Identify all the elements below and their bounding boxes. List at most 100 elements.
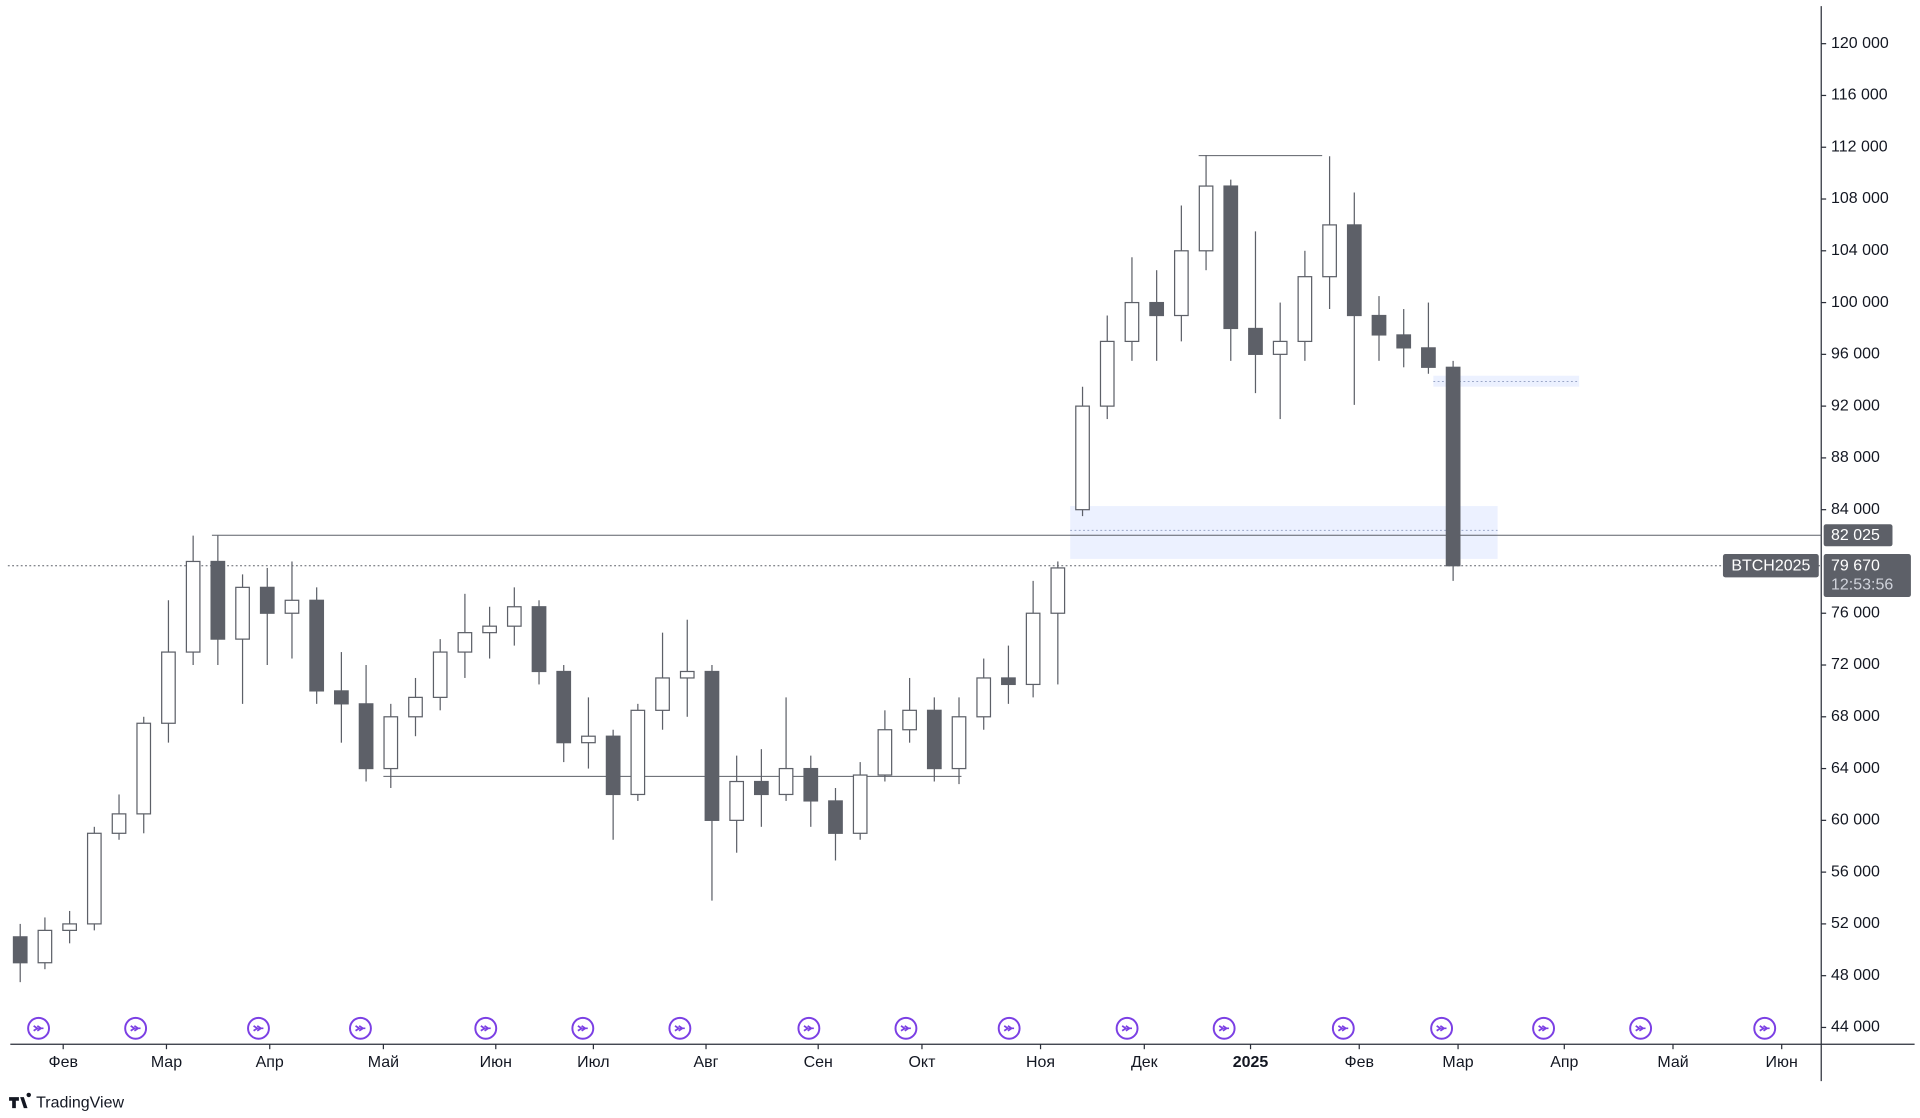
x-tick-label: Фев — [1344, 1054, 1374, 1071]
candle-body — [1025, 612, 1041, 686]
symbol-box — [1722, 554, 1819, 578]
x-tick-label: Мар — [1442, 1054, 1473, 1071]
event-icon[interactable] — [894, 1016, 918, 1040]
event-icon[interactable] — [1629, 1016, 1653, 1040]
event-icon[interactable] — [797, 1016, 821, 1040]
candle-body — [284, 599, 300, 614]
x-tick-label: Апр — [1550, 1054, 1578, 1071]
x-tick-label: Июн — [480, 1054, 512, 1071]
candle-body — [1173, 250, 1189, 317]
y-tick-label: 100 000 — [1831, 294, 1889, 311]
candle-body — [803, 767, 819, 802]
x-tick-label: Сен — [804, 1054, 833, 1071]
x-tick-label: Авг — [694, 1054, 719, 1071]
candle-body — [334, 690, 349, 705]
candle-body — [235, 586, 250, 640]
y-tick-label: 92 000 — [1831, 397, 1880, 414]
candle-body — [976, 677, 992, 718]
candle-body — [136, 722, 152, 815]
event-icon-arrow — [1759, 1025, 1770, 1032]
zone — [1070, 506, 1498, 559]
candle-body — [408, 696, 423, 718]
candle-body — [828, 800, 843, 834]
y-tick-label: 120 000 — [1831, 35, 1889, 52]
candle-body — [655, 677, 670, 711]
candle-body — [62, 923, 77, 931]
candle-body — [556, 670, 572, 744]
level-label: 82 025 — [1831, 527, 1880, 544]
event-icon[interactable] — [124, 1016, 148, 1040]
x-tick-label: Апр — [256, 1054, 284, 1071]
x-tick-label: 2025 — [1233, 1054, 1269, 1071]
event-icon[interactable] — [1115, 1016, 1139, 1040]
event-icon[interactable] — [1212, 1016, 1236, 1040]
event-icon[interactable] — [247, 1016, 270, 1040]
y-tick-label: 116 000 — [1831, 87, 1888, 104]
x-tick-label: Окт — [909, 1054, 937, 1071]
x-tick-label: Июл — [577, 1054, 609, 1071]
y-tick-label: 72 000 — [1831, 656, 1880, 673]
brand-name: TradingView — [36, 1094, 124, 1111]
x-tick-label: Дек — [1131, 1054, 1159, 1071]
y-tick-label: 48 000 — [1831, 967, 1880, 984]
candle-body — [729, 780, 745, 821]
y-tick-label: 96 000 — [1831, 346, 1880, 363]
event-icon[interactable] — [571, 1016, 595, 1040]
y-tick-label: 112 000 — [1831, 138, 1888, 155]
event-icon[interactable] — [1532, 1016, 1555, 1040]
candle-body — [1248, 327, 1263, 355]
event-icon-arrow — [1635, 1025, 1646, 1032]
event-icon[interactable] — [1331, 1016, 1355, 1040]
event-icon-arrow — [1218, 1025, 1230, 1032]
zone — [1433, 375, 1580, 387]
y-tick-label: 44 000 — [1831, 1019, 1880, 1036]
event-icon-arrow — [33, 1025, 44, 1032]
x-tick-label: Май — [1657, 1054, 1688, 1071]
y-tick-label: 108 000 — [1831, 190, 1889, 207]
y-tick-label: 104 000 — [1831, 242, 1889, 259]
candle-body — [852, 774, 868, 834]
candle-body — [1396, 334, 1412, 349]
candle-body — [1223, 185, 1239, 330]
event-icon[interactable] — [27, 1016, 50, 1040]
candle-body — [161, 651, 176, 724]
event-icon-arrow — [480, 1025, 491, 1032]
brand: TradingView — [9, 1092, 124, 1111]
candle-body — [111, 813, 127, 834]
last-price-label: 79 670 — [1831, 558, 1880, 575]
event-icon-arrow — [803, 1025, 814, 1032]
candle-body — [86, 832, 102, 925]
candle-body — [581, 735, 596, 744]
event-icon[interactable] — [1753, 1016, 1777, 1040]
candle-body — [1075, 405, 1090, 511]
candle-body — [1421, 347, 1436, 368]
candle-body — [1445, 366, 1461, 567]
candle-body — [1297, 276, 1313, 343]
event-icon-arrow — [1337, 1025, 1349, 1032]
symbol-label: BTCH2025 — [1731, 558, 1810, 575]
y-tick-label: 84 000 — [1831, 501, 1880, 518]
candle-body — [1124, 301, 1140, 343]
event-icon-arrow — [355, 1025, 366, 1032]
last-price-box — [1823, 554, 1911, 598]
event-icon[interactable] — [474, 1016, 498, 1040]
candle-body — [1198, 185, 1214, 252]
event-icon-arrow — [130, 1025, 141, 1032]
event-icon[interactable] — [997, 1016, 1021, 1040]
candle-body — [630, 709, 646, 796]
candle-body — [877, 729, 893, 776]
x-tick-label: Мар — [151, 1054, 182, 1071]
candle-body — [210, 560, 226, 640]
candle-body — [457, 632, 473, 653]
candle-body — [1322, 224, 1337, 278]
event-icon[interactable] — [1430, 1016, 1454, 1040]
x-tick-label: Май — [368, 1054, 399, 1071]
event-icon-arrow — [1436, 1025, 1447, 1032]
event-icon-arrow — [1538, 1025, 1549, 1032]
event-icon[interactable] — [349, 1016, 372, 1040]
y-tick-label: 60 000 — [1831, 812, 1880, 829]
event-icon[interactable] — [668, 1016, 692, 1040]
